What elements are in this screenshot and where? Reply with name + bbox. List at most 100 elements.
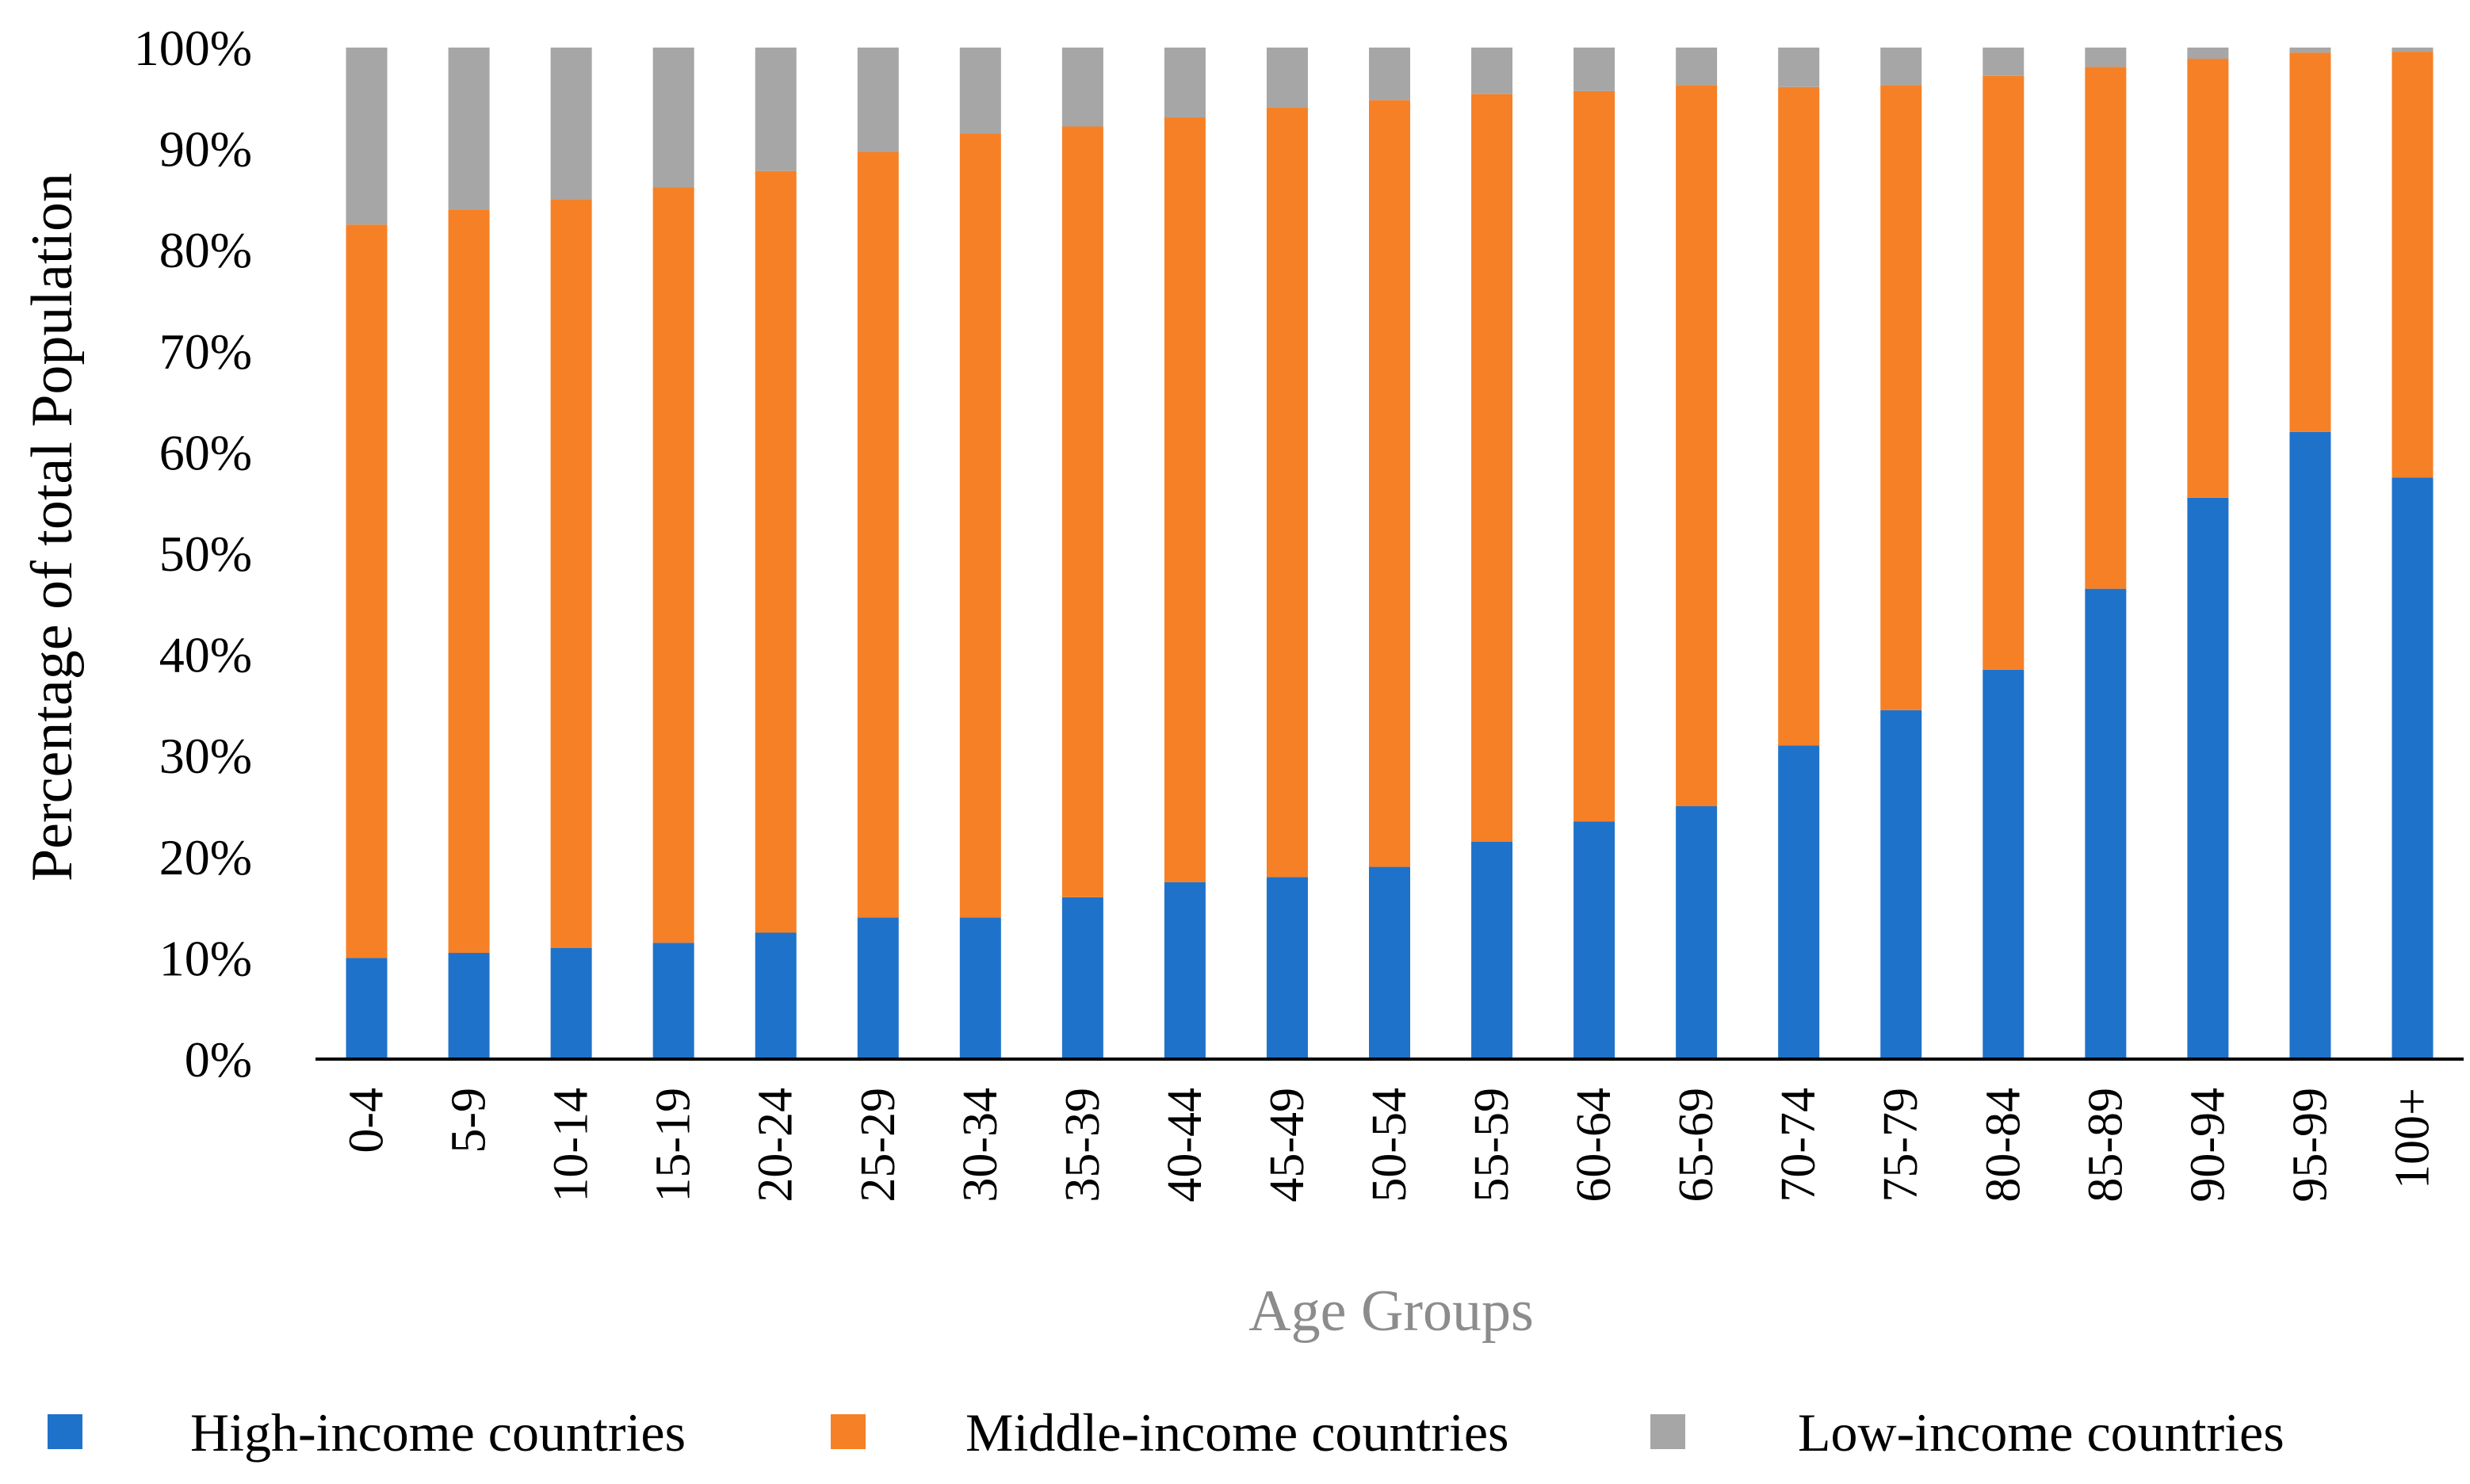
legend: High-income countries Middle-income count…: [48, 1402, 2285, 1463]
x-tick-label: 30-34: [954, 1088, 1008, 1203]
x-tick-label: 100+: [2385, 1088, 2439, 1189]
bar-high-income-65-69: [1676, 806, 1718, 1059]
x-tick-label: 40-44: [1158, 1088, 1212, 1203]
y-tick-label: 70%: [159, 323, 252, 380]
y-tick-label: 60%: [159, 424, 252, 480]
bar-middle-income-75-79: [1880, 85, 1922, 710]
legend-label: Low-income countries: [1798, 1402, 2285, 1463]
y-axis-label: Percentage of total Population: [20, 173, 85, 882]
x-tick-label: 55-59: [1465, 1088, 1519, 1203]
x-tick-label: 5-9: [442, 1088, 496, 1153]
bar-high-income-0-4: [346, 958, 388, 1059]
bar-low-income-10-14: [550, 48, 592, 200]
bar-low-income-60-64: [1573, 48, 1615, 91]
bar-middle-income-30-34: [959, 133, 1001, 918]
bar-high-income-70-74: [1778, 745, 1820, 1059]
legend-swatch: [1650, 1414, 1685, 1449]
bar-middle-income-15-19: [652, 187, 694, 943]
x-tick-label: 95-99: [2283, 1088, 2337, 1203]
bar-low-income-50-54: [1369, 48, 1410, 101]
y-tick-label: 40%: [159, 627, 252, 683]
bar-high-income-50-54: [1369, 866, 1410, 1059]
legend-swatch: [831, 1414, 866, 1449]
bar-high-income-90-94: [2187, 497, 2229, 1059]
x-tick-label: 85-89: [2078, 1088, 2132, 1203]
bar-high-income-10-14: [550, 947, 592, 1059]
bar-middle-income-20-24: [755, 170, 797, 933]
bar-middle-income-35-39: [1061, 126, 1103, 897]
bar-middle-income-50-54: [1369, 100, 1410, 867]
bar-middle-income-95-99: [2289, 52, 2331, 432]
bar-high-income-15-19: [652, 943, 694, 1059]
bar-high-income-100+: [2392, 477, 2434, 1059]
bar-middle-income-100+: [2392, 52, 2434, 478]
bar-high-income-25-29: [857, 917, 899, 1059]
bar-low-income-90-94: [2187, 48, 2229, 59]
bar-middle-income-55-59: [1471, 94, 1513, 842]
bar-middle-income-85-89: [2085, 67, 2127, 589]
y-tick-label: 100%: [134, 20, 252, 76]
x-tick-label: 60-64: [1567, 1088, 1621, 1203]
bar-low-income-75-79: [1880, 48, 1922, 86]
legend-swatch: [48, 1414, 82, 1449]
bar-low-income-35-39: [1061, 48, 1103, 127]
y-tick-label: 90%: [159, 121, 252, 178]
bar-high-income-20-24: [755, 932, 797, 1059]
legend-item: Low-income countries: [1650, 1402, 2285, 1463]
y-tick-label: 10%: [159, 930, 252, 986]
bar-middle-income-25-29: [857, 151, 899, 918]
bar-low-income-45-49: [1266, 48, 1308, 108]
bar-low-income-30-34: [959, 48, 1001, 134]
bar-high-income-30-34: [959, 917, 1001, 1059]
bar-low-income-5-9: [448, 48, 490, 210]
y-tick-label: 30%: [159, 728, 252, 784]
x-tick-label: 10-14: [545, 1088, 598, 1203]
bar-middle-income-70-74: [1778, 86, 1820, 746]
y-tick-label: 80%: [159, 222, 252, 278]
bar-high-income-85-89: [2085, 588, 2127, 1059]
legend-item: Middle-income countries: [831, 1402, 1508, 1463]
x-tick-label: 35-39: [1056, 1088, 1110, 1203]
bar-area: [346, 48, 2434, 1059]
legend-item: High-income countries: [48, 1402, 686, 1463]
x-tick-label: 50-54: [1363, 1088, 1417, 1203]
bar-low-income-0-4: [346, 48, 388, 225]
bar-high-income-35-39: [1061, 897, 1103, 1059]
bar-high-income-60-64: [1573, 821, 1615, 1059]
bar-high-income-45-49: [1266, 877, 1308, 1059]
bar-middle-income-10-14: [550, 199, 592, 948]
bar-low-income-100+: [2392, 48, 2434, 52]
bar-low-income-15-19: [652, 48, 694, 188]
y-tick-label: 20%: [159, 829, 252, 885]
x-axis-ticks: 0-4 5-9 10-14 15-19 20-24 25-29 30-34 35-39 40-4…: [340, 1088, 2440, 1203]
bar-high-income-95-99: [2289, 431, 2331, 1059]
bar-middle-income-5-9: [448, 209, 490, 954]
bar-low-income-95-99: [2289, 48, 2331, 53]
x-tick-label: 20-24: [749, 1088, 803, 1203]
bar-middle-income-80-84: [1982, 75, 2025, 670]
x-tick-label: 90-94: [2181, 1088, 2235, 1203]
bar-middle-income-0-4: [346, 224, 388, 958]
bar-middle-income-40-44: [1164, 117, 1206, 882]
y-axis-ticks: 0% 10% 20% 30% 40% 50% 60% 70% 80% 90% 100%: [134, 20, 252, 1088]
bar-low-income-20-24: [755, 48, 797, 171]
bar-low-income-80-84: [1982, 48, 2025, 76]
x-tick-label: 25-29: [851, 1088, 905, 1203]
bar-middle-income-90-94: [2187, 59, 2229, 498]
bar-low-income-70-74: [1778, 48, 1820, 87]
bar-high-income-80-84: [1982, 669, 2025, 1059]
bar-high-income-40-44: [1164, 882, 1206, 1059]
x-tick-label: 0-4: [340, 1088, 394, 1153]
bar-low-income-65-69: [1676, 48, 1718, 86]
bar-low-income-40-44: [1164, 48, 1206, 118]
bar-low-income-25-29: [857, 48, 899, 152]
x-tick-label: 15-19: [647, 1088, 701, 1203]
x-tick-label: 75-79: [1874, 1088, 1928, 1203]
bar-low-income-55-59: [1471, 48, 1513, 94]
bar-high-income-75-79: [1880, 709, 1922, 1059]
bar-low-income-85-89: [2085, 48, 2127, 67]
legend-label: Middle-income countries: [965, 1402, 1508, 1463]
bar-high-income-55-59: [1471, 841, 1513, 1059]
bar-middle-income-45-49: [1266, 107, 1308, 878]
